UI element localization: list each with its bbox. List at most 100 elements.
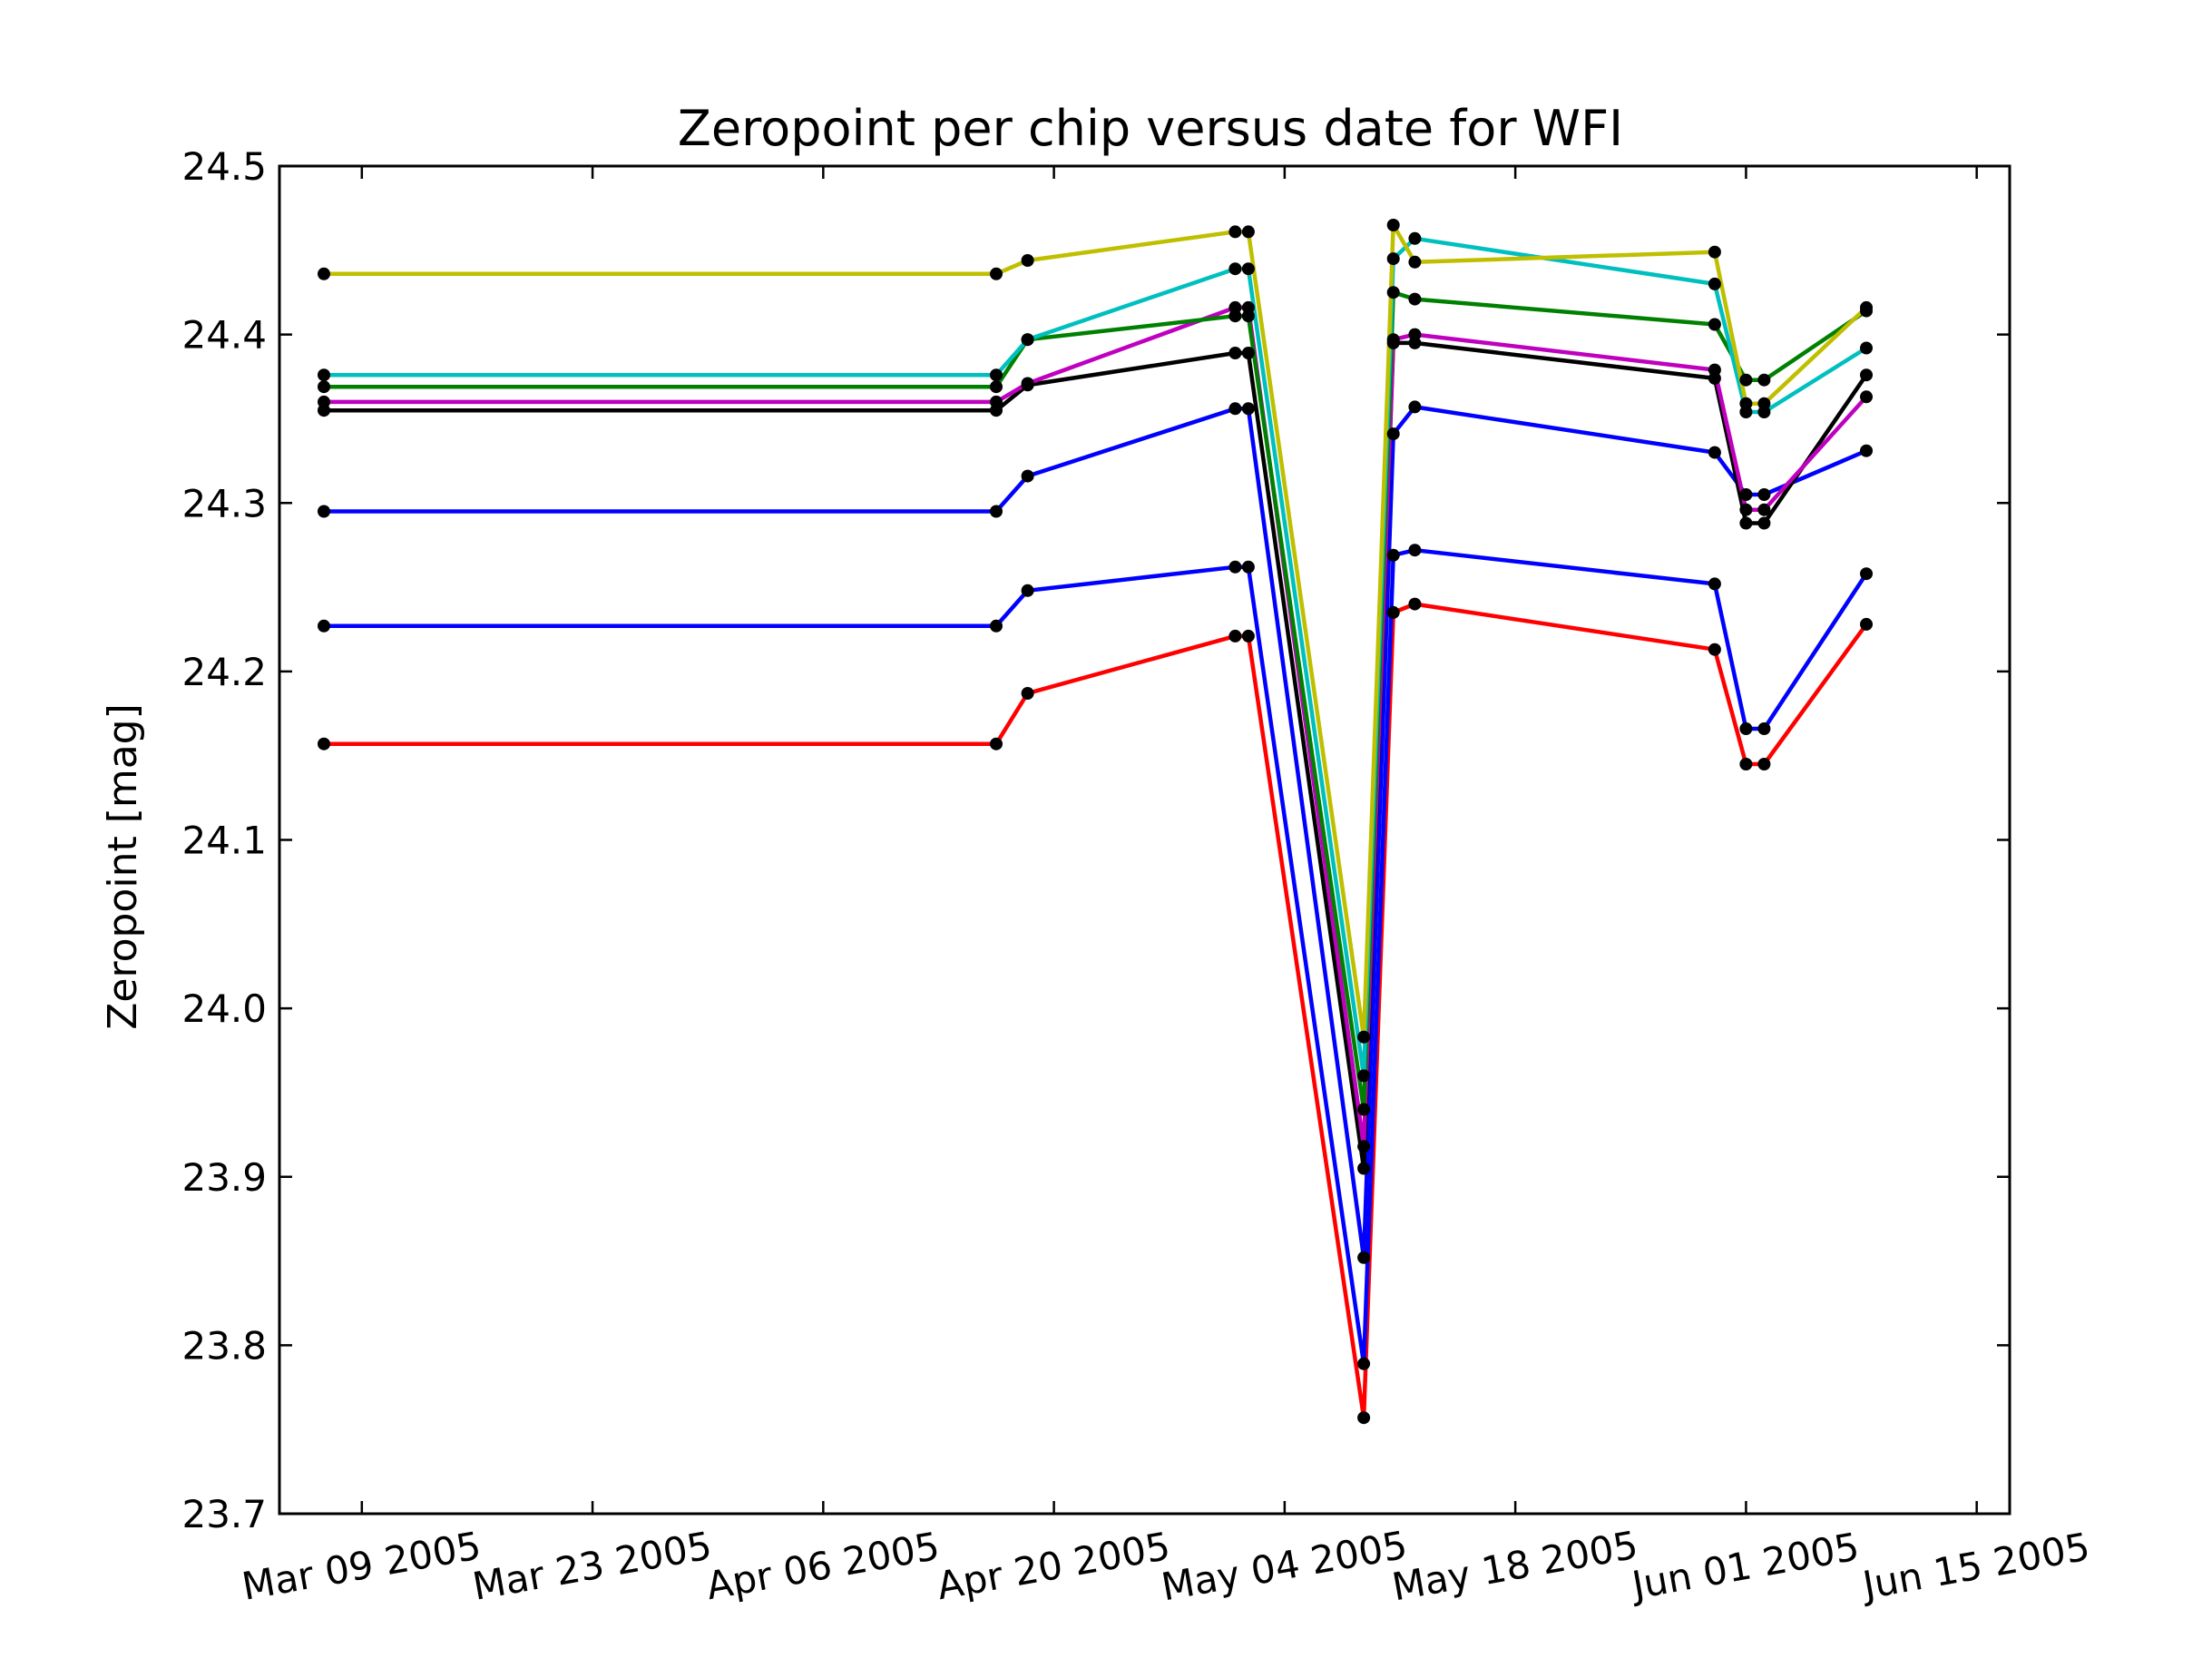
data-point-chip-green [318,380,330,394]
data-point-chip-magenta [1757,503,1771,516]
y-tick-label: 24.3 [181,481,267,525]
data-point-chip-black [1739,516,1753,530]
data-point-chip-green [1757,373,1771,387]
y-tick-label: 24.5 [181,144,267,189]
data-point-chip-magenta [1408,328,1422,341]
data-point-chip-blue-low [1357,1357,1371,1370]
data-point-chip-blue-mid [1228,402,1242,416]
data-point-chip-red [1739,758,1753,770]
data-point-chip-red [990,737,1003,751]
data-point-chip-cyan [1708,277,1721,290]
data-point-chip-red [1021,687,1034,700]
data-point-chip-green [990,380,1003,394]
data-point-chip-red [1408,597,1422,611]
data-point-chip-blue-low [1021,584,1034,597]
series-line-chip-red [324,602,1868,1420]
data-point-chip-blue-mid [990,505,1003,518]
y-axis-label: Zeropoint [mag] [100,703,146,1030]
series-line-chip-magenta [324,305,1868,1149]
series-line-chip-blue-mid [324,405,1867,1261]
data-point-chip-yellow [1228,225,1242,239]
data-point-chip-green [1739,373,1753,387]
series-points [318,219,1873,1425]
data-point-chip-magenta [1860,390,1873,404]
data-point-chip-blue-low [1757,722,1771,735]
series-line-chip-green [324,289,1868,1112]
data-point-chip-blue-mid [1860,444,1873,457]
data-point-chip-cyan [1241,262,1255,276]
data-point-chip-blue-low [990,619,1003,633]
data-point-chip-cyan [990,368,1003,382]
data-point-chip-magenta [1021,377,1034,390]
x-tick-label: Mar 23 2005 [469,1523,715,1608]
y-tick-label: 24.0 [181,986,267,1031]
data-point-chip-black [1860,368,1873,382]
data-point-chip-yellow [1408,255,1422,269]
data-point-chip-magenta [1357,1140,1371,1153]
x-tick-label: Apr 20 2005 [934,1524,1173,1608]
series-line-chip-blue-low [324,547,1868,1367]
data-point-chip-blue-mid [1739,488,1753,501]
data-point-chip-yellow [1757,397,1771,410]
data-point-chip-blue-low [1708,577,1721,591]
plot-frame [278,164,2011,1516]
data-point-chip-red [1386,605,1400,619]
data-point-chip-magenta [1386,333,1400,347]
data-point-chip-blue-mid [1357,1251,1371,1264]
data-point-chip-red [1757,758,1771,770]
y-tick-label: 24.2 [181,650,267,694]
data-point-chip-yellow [1860,300,1873,314]
data-point-chip-green [1386,286,1400,299]
data-point-chip-blue-mid [318,505,330,518]
data-point-chip-magenta [1739,503,1753,516]
data-point-chip-blue-mid [1757,488,1771,501]
data-point-chip-blue-mid [1708,446,1721,459]
data-point-chip-blue-low [1860,567,1873,581]
data-point-chip-blue-low [1241,560,1255,574]
data-point-chip-red [1228,629,1242,643]
data-point-chip-black [1228,347,1242,359]
data-point-chip-green [1708,318,1721,331]
data-point-chip-blue-mid [1408,400,1422,414]
data-point-chip-red [1708,643,1721,656]
data-point-chip-black [1757,516,1771,530]
data-point-chip-black [1241,347,1255,359]
data-point-chip-green [1228,309,1242,323]
x-tick-label: Mar 09 2005 [239,1523,484,1608]
data-point-chip-blue-low [1408,544,1422,557]
data-point-chip-yellow [318,267,330,280]
data-point-chip-blue-mid [1241,402,1255,416]
data-point-chip-cyan [1228,262,1242,276]
data-point-chip-cyan [1357,1069,1371,1083]
data-point-chip-yellow [1739,397,1753,410]
data-point-chip-blue-low [1386,548,1400,562]
data-point-chip-cyan [318,368,330,382]
data-point-chip-cyan [1021,333,1034,347]
data-point-chip-red [1357,1411,1371,1425]
x-tick-label: Apr 06 2005 [703,1524,943,1608]
data-point-chip-green [1241,309,1255,323]
data-point-chip-yellow [1386,219,1400,231]
data-point-chip-black [1357,1162,1371,1175]
chart-title: Zeropoint per chip versus date for WFI [678,100,1623,157]
data-point-chip-magenta [318,395,330,408]
series-lines [324,222,1868,1420]
data-point-chip-blue-low [318,619,330,633]
data-point-chip-green [1408,292,1422,306]
series-line-chip-black [324,340,1868,1171]
data-point-chip-cyan [1386,252,1400,266]
y-tick-label: 23.8 [181,1323,267,1368]
y-tick-label: 23.7 [181,1492,267,1536]
data-point-chip-red [1241,629,1255,643]
data-point-chip-blue-mid [1386,427,1400,441]
series-line-chip-cyan [324,236,1868,1078]
data-point-chip-cyan [1408,231,1422,245]
x-tick-label: Jun 01 2005 [1626,1524,1862,1608]
y-tick-label: 24.4 [181,313,267,358]
series-line-chip-yellow [324,222,1868,1039]
data-point-chip-green [1357,1103,1371,1116]
data-point-chip-red [318,737,330,751]
y-tick-label: 24.1 [181,819,267,863]
data-point-chip-yellow [1241,225,1255,239]
